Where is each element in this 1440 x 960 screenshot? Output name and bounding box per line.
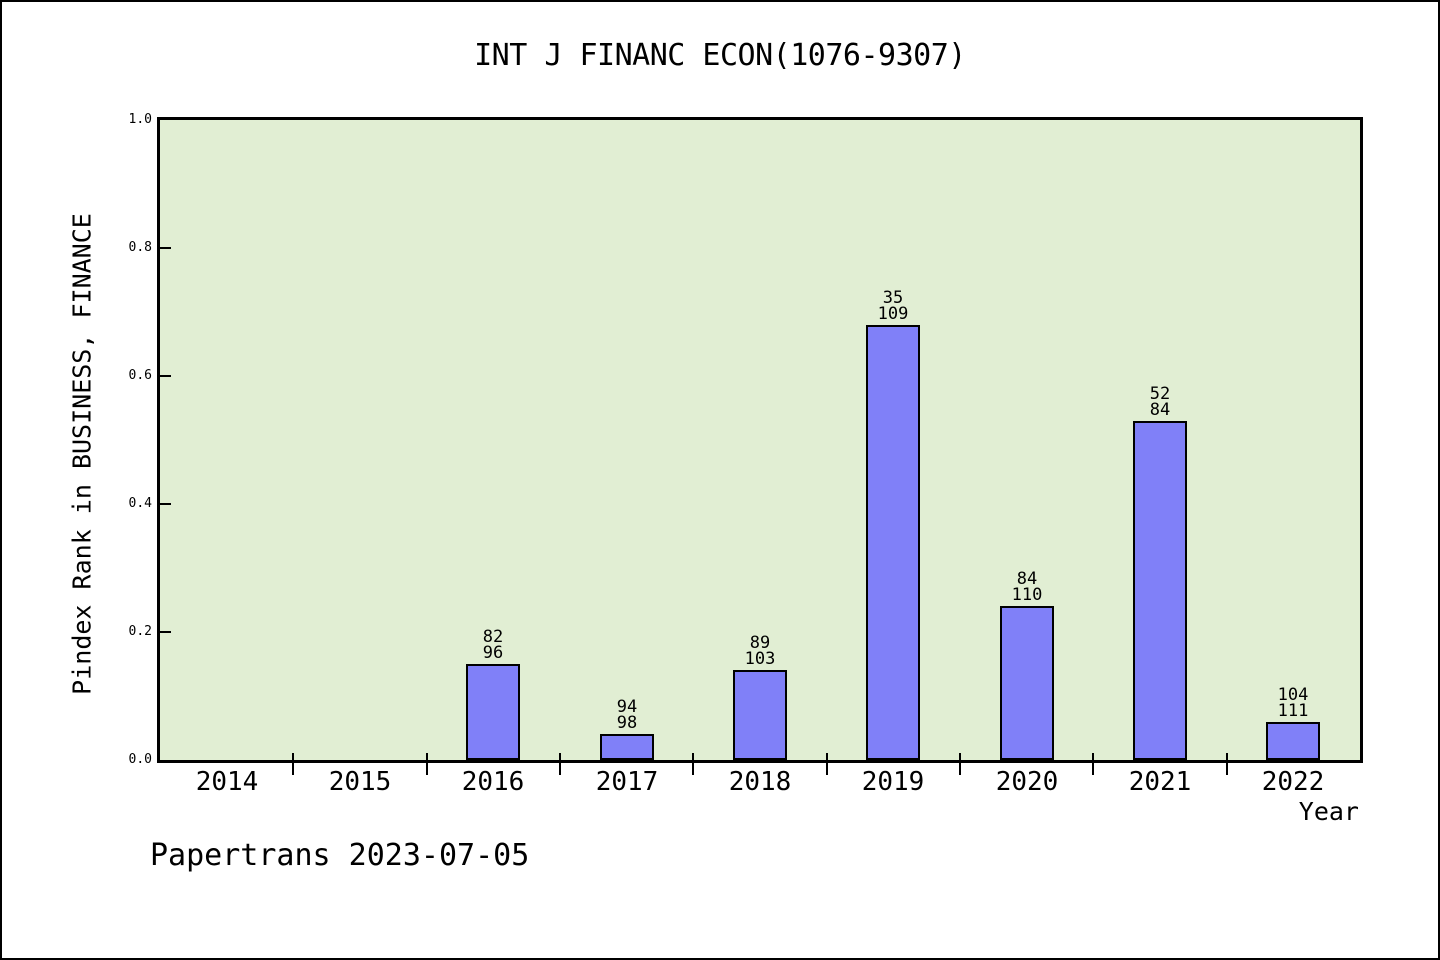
bar-label-2018: 89 103 [700, 633, 820, 669]
y-tick-label-0.0: 0.0 [128, 752, 152, 767]
bar-label-2021: 52 84 [1100, 384, 1220, 420]
bar-label-total: 110 [1011, 585, 1043, 605]
x-minor-tick [1092, 753, 1094, 775]
bar-label-rank: 104 [1277, 685, 1309, 705]
x-tick-label-2014: 2014 [195, 767, 259, 797]
bar-2017 [600, 734, 654, 760]
bar-label-total: 111 [1277, 701, 1309, 721]
bar-label-rank: 52 [1149, 384, 1171, 404]
y-tick-mark [160, 631, 171, 633]
x-tick-label-2016: 2016 [461, 767, 525, 797]
bar-2021 [1133, 421, 1187, 760]
bar-label-2016: 82 96 [433, 627, 553, 663]
bar-label-rank: 35 [882, 288, 904, 308]
y-tick-label-0.8: 0.8 [128, 240, 152, 255]
y-tick-label-0.4: 0.4 [128, 496, 152, 511]
bar-2019 [866, 325, 920, 760]
bar-label-2022: 104 111 [1233, 685, 1353, 721]
y-tick-label-1.0: 1.0 [128, 112, 152, 127]
bar-label-total: 96 [482, 643, 504, 663]
bar-2020 [1000, 606, 1054, 760]
footer-note: Papertrans 2023-07-05 [150, 838, 530, 873]
x-minor-tick [692, 753, 694, 775]
x-minor-tick [826, 753, 828, 775]
bar-2022 [1266, 722, 1320, 760]
plot-area: 82 96 94 98 89 103 35 109 84 110 52 84 104 111 [157, 117, 1363, 763]
y-tick-mark [160, 247, 171, 249]
y-tick-label-0.2: 0.2 [128, 624, 152, 639]
y-tick-label-0.6: 0.6 [128, 368, 152, 383]
chart-title: INT J FINANC ECON(1076-9307) [474, 38, 966, 73]
x-tick-label-2020: 2020 [995, 767, 1059, 797]
x-tick-label-2017: 2017 [595, 767, 659, 797]
y-axis-label: Pindex Rank in BUSINESS, FINANCE [67, 213, 97, 695]
bar-label-rank: 89 [749, 633, 771, 653]
bar-2018 [733, 670, 787, 760]
x-tick-label-2019: 2019 [861, 767, 925, 797]
x-tick-label-2021: 2021 [1128, 767, 1192, 797]
x-tick-label-2018: 2018 [728, 767, 792, 797]
bar-label-total: 103 [744, 649, 776, 669]
x-minor-tick [1226, 753, 1228, 775]
bar-label-total: 84 [1149, 400, 1171, 420]
bar-label-total: 109 [877, 304, 909, 324]
bar-label-2019: 35 109 [833, 288, 953, 324]
bar-label-rank: 94 [616, 697, 638, 717]
bar-label-rank: 84 [1016, 569, 1038, 589]
bar-label-rank: 82 [482, 627, 504, 647]
y-tick-mark [160, 375, 171, 377]
bar-label-2020: 84 110 [967, 569, 1087, 605]
x-minor-tick [292, 753, 294, 775]
x-minor-tick [559, 753, 561, 775]
x-tick-label-2022: 2022 [1261, 767, 1325, 797]
bar-label-total: 98 [616, 713, 638, 733]
x-minor-tick [959, 753, 961, 775]
bar-label-2017: 94 98 [567, 697, 687, 733]
x-minor-tick [426, 753, 428, 775]
bar-2016 [466, 664, 520, 760]
y-tick-mark [160, 503, 171, 505]
x-axis-label: Year [1298, 797, 1359, 826]
x-tick-label-2015: 2015 [328, 767, 392, 797]
